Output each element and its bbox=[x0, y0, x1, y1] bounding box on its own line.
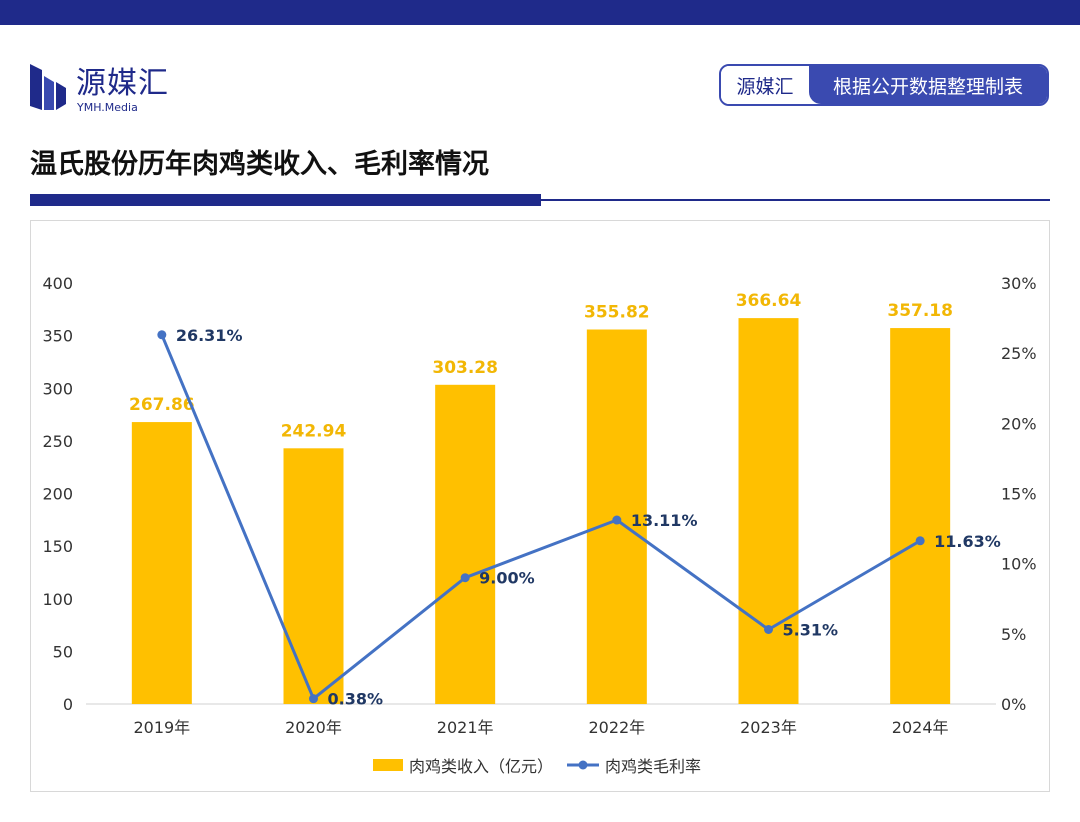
y-right-tick-label: 10% bbox=[1001, 555, 1037, 574]
y-left-tick-label: 0 bbox=[63, 695, 73, 714]
logo: 源媒汇 YMH.Media bbox=[30, 58, 190, 114]
y-right-tick-label: 30% bbox=[1001, 274, 1037, 293]
revenue-bar-label: 357.18 bbox=[887, 301, 953, 321]
x-tick-label: 2024年 bbox=[892, 718, 949, 737]
source-tag: 源媒汇 根据公开数据整理制表 bbox=[719, 64, 1049, 106]
y-left-tick-label: 50 bbox=[53, 642, 73, 661]
page-title: 温氏股份历年肉鸡类收入、毛利率情况 bbox=[30, 149, 489, 180]
y-left-tick-label: 200 bbox=[42, 485, 73, 504]
y-left-tick-label: 350 bbox=[42, 327, 73, 346]
logo-mark-icon bbox=[30, 64, 66, 110]
margin-point bbox=[915, 536, 925, 546]
revenue-bar-label: 366.64 bbox=[736, 291, 802, 311]
y-right-tick-label: 20% bbox=[1001, 414, 1037, 433]
revenue-bar-label: 355.82 bbox=[584, 302, 650, 322]
title-underline-thick bbox=[30, 194, 541, 206]
source-description: 根据公开数据整理制表 bbox=[809, 66, 1047, 104]
revenue-bar bbox=[131, 422, 192, 704]
margin-point bbox=[612, 515, 622, 525]
legend-revenue-label: 肉鸡类收入（亿元） bbox=[409, 757, 553, 776]
margin-point-label: 5.31% bbox=[783, 620, 839, 639]
y-left-tick-label: 250 bbox=[42, 432, 73, 451]
logo-subtext: YMH.Media bbox=[77, 101, 138, 114]
legend-margin-marker bbox=[578, 760, 588, 770]
x-tick-label: 2023年 bbox=[740, 718, 797, 737]
y-right-tick-label: 25% bbox=[1001, 344, 1037, 363]
revenue-bar-label: 242.94 bbox=[281, 421, 347, 441]
title-underline-thin bbox=[541, 199, 1050, 201]
revenue-bar bbox=[435, 384, 496, 704]
source-brand: 源媒汇 bbox=[721, 66, 809, 104]
revenue-bar bbox=[738, 318, 799, 704]
combo-chart: 0 50 100 150 200 250 300 350 400 0% 5% 10% 15% 20% 25%… bbox=[42, 274, 1037, 776]
margin-point-label: 13.11% bbox=[631, 511, 698, 530]
margin-point bbox=[460, 573, 470, 583]
logo-text: 源媒汇 bbox=[76, 66, 169, 101]
revenue-bar-label: 303.28 bbox=[432, 358, 498, 378]
revenue-bar-label: 267.86 bbox=[129, 395, 195, 415]
y-left-tick-label: 150 bbox=[42, 537, 73, 556]
y-right-tick-label: 5% bbox=[1001, 625, 1026, 644]
margin-point-label: 0.38% bbox=[328, 690, 384, 709]
chart-frame: 0 50 100 150 200 250 300 350 400 0% 5% 10% 15% 20% 25%… bbox=[30, 220, 1050, 792]
legend-margin-label: 肉鸡类毛利率 bbox=[605, 757, 701, 776]
margin-point-label: 26.31% bbox=[176, 326, 243, 345]
x-tick-label: 2020年 bbox=[285, 718, 342, 737]
margin-line bbox=[160, 334, 921, 701]
y-left-tick-label: 400 bbox=[42, 274, 73, 293]
margin-point-label: 9.00% bbox=[479, 569, 535, 588]
margin-point bbox=[157, 330, 167, 340]
x-tick-label: 2022年 bbox=[588, 718, 645, 737]
y-right-tick-label: 15% bbox=[1001, 485, 1037, 504]
x-tick-label: 2019年 bbox=[133, 718, 190, 737]
y-left-tick-label: 100 bbox=[42, 590, 73, 609]
y-left-tick-label: 300 bbox=[42, 379, 73, 398]
x-tick-label: 2021年 bbox=[437, 718, 494, 737]
revenue-bar bbox=[283, 448, 344, 704]
legend-revenue-swatch bbox=[373, 759, 403, 771]
margin-point bbox=[764, 624, 773, 634]
margin-point-label: 11.63% bbox=[934, 532, 1001, 551]
top-band bbox=[0, 0, 1080, 25]
margin-point bbox=[309, 694, 318, 704]
y-right-tick-label: 0% bbox=[1001, 695, 1026, 714]
revenue-bar bbox=[890, 328, 951, 704]
